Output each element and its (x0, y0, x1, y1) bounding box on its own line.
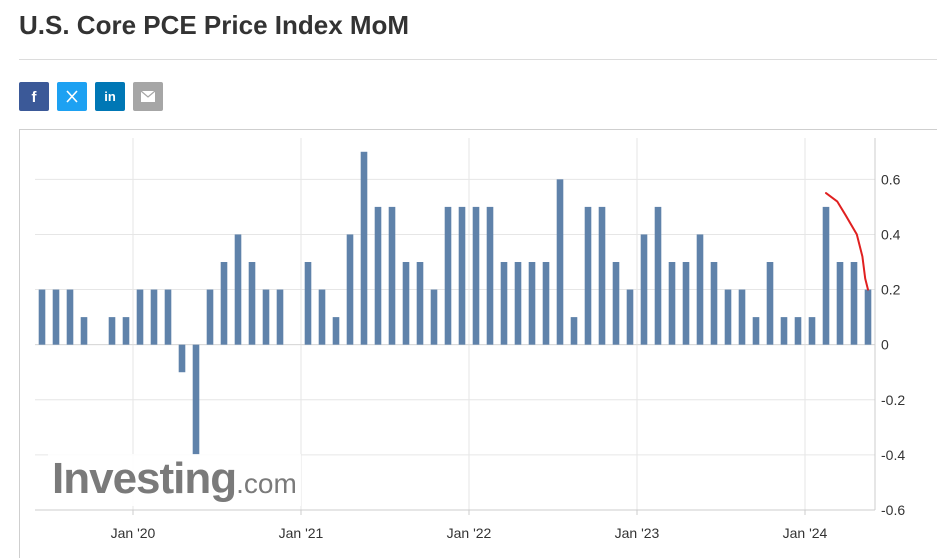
bar (738, 289, 746, 345)
bar (276, 289, 284, 345)
linkedin-share-button[interactable]: in (95, 82, 125, 111)
svg-text:f: f (32, 89, 38, 106)
y-tick-label: 0 (881, 337, 889, 353)
bar (696, 234, 704, 345)
y-tick-label: 0.2 (881, 282, 901, 298)
x-tick-label: Jan '23 (615, 525, 660, 541)
x-tick-label: Jan '22 (447, 525, 492, 541)
bar (626, 289, 634, 345)
bar (682, 262, 690, 345)
y-tick-label: -0.2 (881, 392, 905, 408)
bar (248, 262, 256, 345)
bar (808, 317, 816, 345)
bar (528, 262, 536, 345)
bar (262, 289, 270, 345)
bar (402, 262, 410, 345)
bar (430, 289, 438, 345)
x-twitter-icon (66, 90, 78, 103)
annotation-curve (825, 192, 869, 291)
bar (416, 262, 424, 345)
bar (780, 317, 788, 345)
bar (570, 317, 578, 345)
bar (178, 344, 186, 373)
facebook-share-button[interactable]: f (19, 82, 49, 111)
bar (542, 262, 550, 345)
bar (136, 289, 144, 345)
bar (458, 206, 466, 345)
bar (164, 289, 172, 345)
bar (150, 289, 158, 345)
bar (640, 234, 648, 345)
email-icon (140, 90, 156, 102)
bar (836, 262, 844, 345)
x-twitter-share-button[interactable] (57, 82, 87, 111)
bar (374, 206, 382, 345)
bar (444, 206, 452, 345)
bar (850, 262, 858, 345)
bar (794, 317, 802, 345)
bar (514, 262, 522, 345)
bar (598, 206, 606, 345)
bar (472, 206, 480, 345)
bar (360, 151, 368, 345)
bar (612, 262, 620, 345)
bar (38, 289, 46, 345)
bar (486, 206, 494, 345)
bar (500, 262, 508, 345)
linkedin-icon: in (104, 89, 116, 104)
x-tick-label: Jan '24 (783, 525, 828, 541)
bar (766, 262, 774, 345)
bar (304, 262, 312, 345)
bar (822, 206, 830, 345)
bar (654, 206, 662, 345)
y-tick-label: -0.4 (881, 447, 905, 463)
bar (710, 262, 718, 345)
bar (52, 289, 60, 345)
bar (556, 179, 564, 345)
x-tick-label: Jan '20 (111, 525, 156, 541)
bar (668, 262, 676, 345)
bar (122, 317, 130, 345)
bar (234, 234, 242, 345)
y-tick-label: 0.6 (881, 171, 901, 187)
bar (388, 206, 396, 345)
bar (206, 289, 214, 345)
bar (724, 289, 732, 345)
bar (346, 234, 354, 345)
email-share-button[interactable] (133, 82, 163, 111)
y-tick-label: 0.4 (881, 226, 901, 242)
bar (192, 344, 200, 455)
bar (864, 289, 872, 345)
bar (220, 262, 228, 345)
bar (108, 317, 116, 345)
bar (318, 289, 326, 345)
facebook-icon: f (32, 89, 38, 106)
svg-text:in: in (104, 89, 116, 104)
y-tick-label: -0.6 (881, 502, 905, 518)
bar (584, 206, 592, 345)
page-title: U.S. Core PCE Price Index MoM (19, 10, 410, 40)
title-divider (19, 59, 937, 60)
bar (752, 317, 760, 345)
bar (80, 317, 88, 345)
bar (66, 289, 74, 345)
logo-domain-text: .com (236, 468, 297, 499)
x-tick-label: Jan '21 (279, 525, 324, 541)
share-bar: f in (19, 82, 163, 111)
investing-logo: Investing .com (48, 454, 301, 506)
logo-main-text: Investing (52, 454, 237, 503)
bar (332, 317, 340, 345)
